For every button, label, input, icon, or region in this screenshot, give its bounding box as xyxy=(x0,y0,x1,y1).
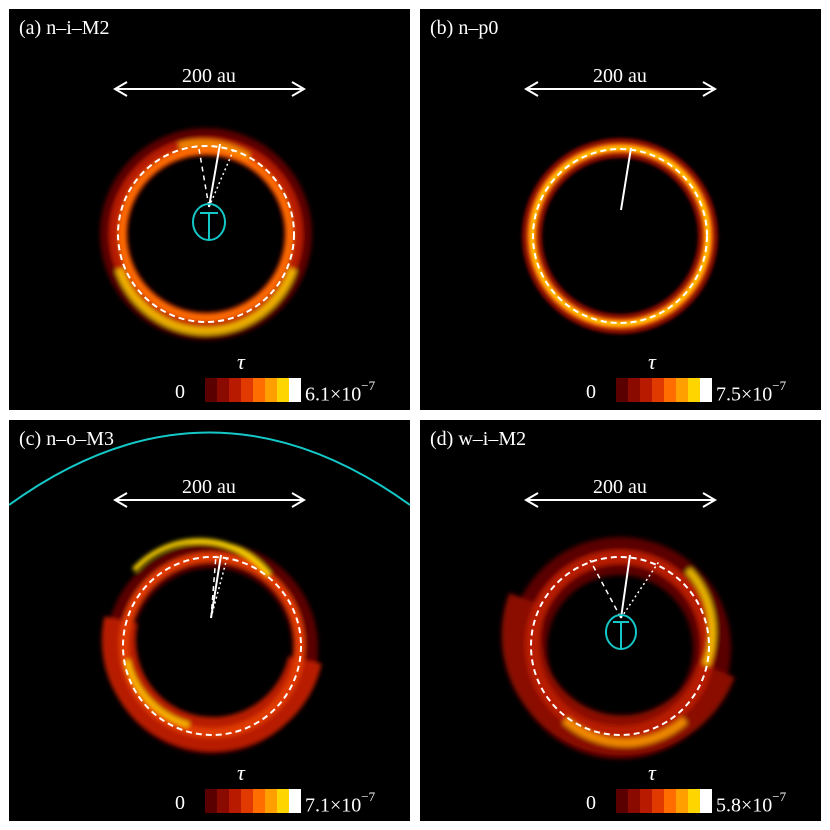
scale-label: 200 au xyxy=(182,65,236,87)
dashed-line xyxy=(589,559,622,619)
solid-line xyxy=(208,143,221,208)
colorbar-max: 6.1×10−7 xyxy=(305,378,376,406)
cyan-orbit-arc xyxy=(9,431,410,506)
ring-bright-arc xyxy=(115,267,297,335)
disk-image-a xyxy=(100,81,312,402)
scale-arrow-head-left xyxy=(524,81,539,97)
dashed-fit-circle xyxy=(530,556,710,736)
scale-arrow-head-right xyxy=(702,492,717,508)
colorbar-min: 0 xyxy=(175,792,185,814)
dotted-line xyxy=(210,557,228,619)
ring-bright-lower xyxy=(124,659,190,728)
panel-label: (a) n–i–M2 xyxy=(19,17,110,39)
tau-symbol: τ xyxy=(237,349,245,374)
dashed-fit-circle xyxy=(117,145,295,323)
solid-line xyxy=(620,554,631,619)
dashed-line xyxy=(198,148,210,208)
ring-core xyxy=(118,146,294,322)
disk-image-b xyxy=(522,81,718,402)
ring-bright-lower xyxy=(562,716,688,747)
scale-arrow-head-left xyxy=(524,492,539,508)
scale-arrow-head-right xyxy=(702,81,717,97)
tau-symbol: τ xyxy=(648,760,656,785)
cyan-ellipse xyxy=(605,614,637,650)
panel-label: (b) n–p0 xyxy=(430,17,499,39)
panel-label: (d) w–i–M2 xyxy=(430,428,527,450)
colorbar-max: 5.8×10−7 xyxy=(716,789,787,817)
dashed-fit-circle xyxy=(122,556,302,736)
scale-arrow-head-left xyxy=(113,81,128,97)
ring-core xyxy=(119,552,305,738)
colorbar-max: 7.5×10−7 xyxy=(716,378,787,406)
scale-label: 200 au xyxy=(593,65,647,87)
panel-b: (b) n–p0 200 au τ 0 7.5×10−7 xyxy=(420,9,821,410)
ring-bright-top xyxy=(132,538,271,577)
scale-arrow-head-right xyxy=(291,492,306,508)
solid-line xyxy=(210,554,222,619)
colorbar xyxy=(205,378,301,402)
dashed-fit-circle xyxy=(532,148,708,324)
colorbar xyxy=(205,789,301,813)
dotted-line xyxy=(208,148,235,208)
panel-label: (c) n–o–M3 xyxy=(19,428,114,450)
solid-line xyxy=(620,147,632,211)
scale-label: 200 au xyxy=(593,476,647,498)
tau-symbol: τ xyxy=(648,349,656,374)
ring-wide-lower xyxy=(101,616,322,752)
dotted-line xyxy=(620,559,661,619)
panel-a: (a) n–i–M2 200 au τ 0 6.1×10−7 xyxy=(9,9,410,410)
panel-d: (d) w–i–M2 200 au τ 0 5.8×10−7 xyxy=(420,420,821,821)
colorbar xyxy=(616,789,712,813)
colorbar-max: 7.1×10−7 xyxy=(305,789,376,817)
colorbar-min: 0 xyxy=(586,381,596,403)
cyan-ellipse xyxy=(192,203,226,241)
scale-arrow-head-left xyxy=(113,492,128,508)
colorbar-min: 0 xyxy=(586,792,596,814)
scale-label: 200 au xyxy=(182,476,236,498)
colorbar xyxy=(616,378,712,402)
tau-symbol: τ xyxy=(237,760,245,785)
disk-image-c xyxy=(9,431,410,813)
ring-bright-right xyxy=(685,567,716,667)
colorbar-min: 0 xyxy=(175,381,185,403)
scale-arrow-head-right xyxy=(291,81,306,97)
disk-image-d xyxy=(501,492,735,813)
panel-c: (c) n–o–M3 200 au τ 0 7.1×10−7 xyxy=(9,420,410,821)
